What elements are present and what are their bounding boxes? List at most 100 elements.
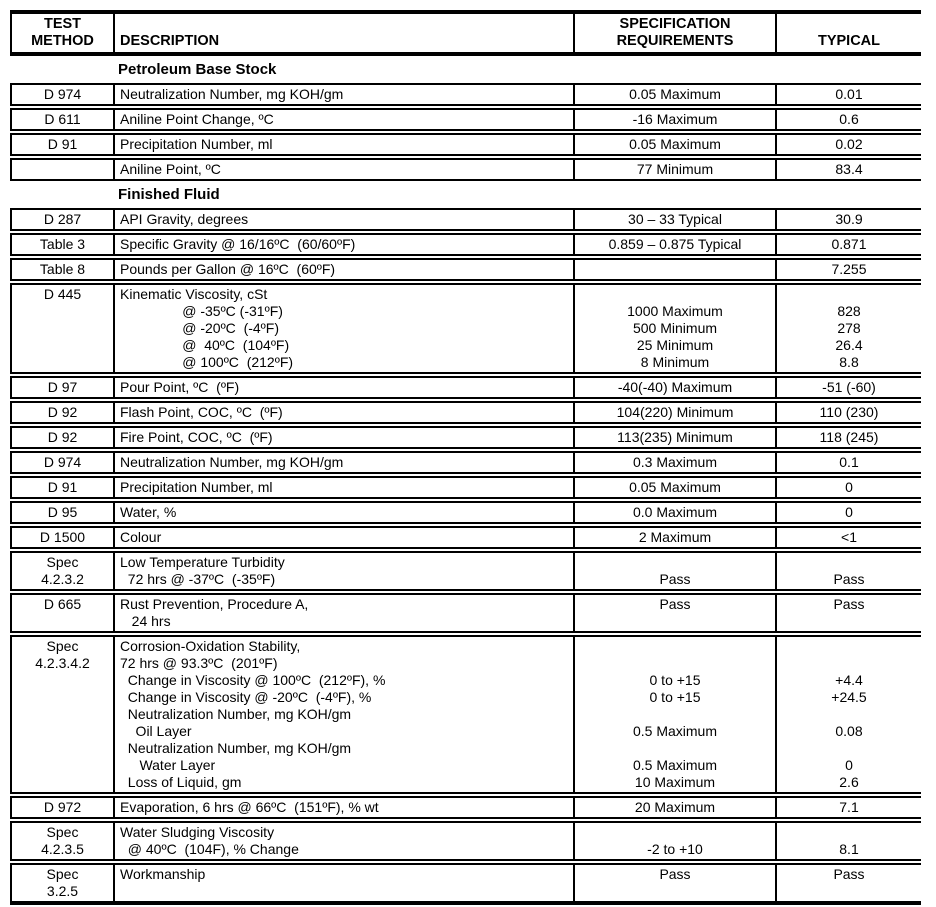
cell-line: 278 [837, 320, 861, 336]
typical-cell: 0 [775, 476, 921, 499]
cell-line: 0 [845, 504, 853, 520]
cell-line [777, 613, 921, 630]
cell-line: -40(-40) Maximum [617, 379, 733, 395]
cell-line: D 95 [47, 504, 78, 520]
cell-line: Pounds per Gallon @ 16ºC (60ºF) [120, 261, 336, 277]
cell-line: Evaporation, 6 hrs @ 66ºC (151ºF), % wt [120, 799, 379, 815]
table-row: D 974 Neutralization Number, mg KOH/gm 0.3… [10, 451, 921, 474]
spec-table: TEST METHOD DESCRIPTION SPECIFICATION RE… [10, 8, 921, 907]
cell-line: D 974 [43, 454, 82, 470]
method-cell: Spec 4.2.3.5 [10, 821, 113, 861]
spec-cell: 77 Minimum [573, 158, 775, 181]
cell-line: Spec [46, 866, 79, 882]
cell-line: 0 to +15 [649, 672, 701, 688]
table-row: Spec 3.2.5 Workmanship Pass Pass [10, 863, 921, 905]
cell-line [777, 638, 921, 655]
desc-cell: Precipitation Number, ml [113, 476, 573, 499]
cell-line: 0.859 – 0.875 Typical [608, 236, 742, 252]
method-cell: Spec 3.2.5 [10, 863, 113, 905]
header-test-line: TEST [43, 16, 82, 32]
cell-line: Loss of Liquid, gm [120, 774, 242, 790]
cell-line: D 92 [47, 429, 78, 445]
cell-line: +24.5 [831, 689, 867, 705]
table-row: Spec 4.2.3.5 Water Sludging Viscosity @ 40… [10, 821, 921, 861]
typical-cell: -51 (-60) [775, 376, 921, 399]
method-cell: D 91 [10, 476, 113, 499]
cell-line: 0.02 [835, 136, 863, 152]
method-cell: D 665 [10, 593, 113, 633]
table-row: Table 8 Pounds per Gallon @ 16ºC (60ºF) 7.… [10, 258, 921, 281]
cell-line: 7.1 [839, 799, 859, 815]
cell-line: 0 [845, 479, 853, 495]
cell-line: Water Sludging Viscosity [120, 824, 275, 840]
cell-line: D 91 [47, 136, 78, 152]
typical-cell: Pass [775, 593, 921, 633]
typical-cell: 8.1 [775, 821, 921, 861]
document-page: { "header": { "test_method_line1": "TEST… [10, 10, 921, 905]
spec-cell [573, 258, 775, 281]
section-row: Finished Fluid [10, 183, 921, 206]
cell-line: Neutralization Number, mg KOH/gm [120, 740, 352, 756]
cell-line: 500 Minimum [632, 320, 718, 336]
typical-cell: 0.6 [775, 108, 921, 131]
cell-line: Low Temperature Turbidity [120, 554, 285, 570]
desc-cell: Rust Prevention, Procedure A, 24 hrs [113, 593, 573, 633]
cell-line: D 287 [43, 211, 82, 227]
table-row: D 445 Kinematic Viscosity, cSt @ -35ºC (-… [10, 283, 921, 374]
desc-cell: Fire Point, COC, ºC (ºF) [113, 426, 573, 449]
cell-line [777, 740, 921, 757]
cell-line: 30 – 33 Typical [628, 211, 722, 227]
section-title: Petroleum Base Stock [118, 61, 277, 78]
table-row: Aniline Point, ºC 77 Minimum 83.4 [10, 158, 921, 181]
typical-cell: 30.9 [775, 208, 921, 231]
cell-line: Corrosion-Oxidation Stability, [120, 638, 301, 654]
typical-cell: 0.871 [775, 233, 921, 256]
cell-line: 828 [837, 303, 861, 319]
method-cell: Spec 4.2.3.2 [10, 551, 113, 591]
desc-cell: Specific Gravity @ 16/16ºC (60/60ºF) [113, 233, 573, 256]
cell-line: Pass [659, 571, 691, 587]
method-cell: D 287 [10, 208, 113, 231]
cell-line: D 91 [47, 479, 78, 495]
cell-line: Pour Point, ºC (ºF) [120, 379, 240, 395]
cell-line [120, 883, 573, 900]
typical-cell: Pass [775, 863, 921, 905]
cell-line: Pass [659, 866, 691, 882]
desc-cell: Pounds per Gallon @ 16ºC (60ºF) [113, 258, 573, 281]
desc-cell: Evaporation, 6 hrs @ 66ºC (151ºF), % wt [113, 796, 573, 819]
spec-cell: 0.05 Maximum [573, 83, 775, 106]
cell-line [777, 824, 921, 841]
cell-line: 77 Minimum [636, 161, 714, 177]
table-row: D 92 Fire Point, COC, ºC (ºF) 113(235) Min… [10, 426, 921, 449]
cell-line: -51 (-60) [822, 379, 876, 395]
typical-cell: 0.1 [775, 451, 921, 474]
cell-line: 0.05 Maximum [629, 86, 721, 102]
spec-table-container: TEST METHOD DESCRIPTION SPECIFICATION RE… [10, 8, 921, 907]
section-row: Petroleum Base Stock [10, 58, 921, 81]
spec-cell: 0.05 Maximum [573, 133, 775, 156]
cell-line [575, 655, 775, 672]
col-header-specification-requirements: SPECIFICATION REQUIREMENTS [573, 10, 775, 56]
table-row: D 91 Precipitation Number, ml 0.05 Maximum… [10, 476, 921, 499]
cell-line: 10 Maximum [634, 774, 716, 790]
cell-line: 118 (245) [819, 429, 879, 445]
table-row: D 91 Precipitation Number, ml 0.05 Maximum… [10, 133, 921, 156]
cell-line [575, 740, 775, 757]
cell-line: 104(220) Minimum [616, 404, 734, 420]
cell-line: Spec [46, 638, 79, 654]
cell-line: Neutralization Number, mg KOH/gm [120, 706, 352, 722]
table-row: D 972 Evaporation, 6 hrs @ 66ºC (151ºF), … [10, 796, 921, 819]
cell-line: Aniline Point, ºC [120, 161, 221, 177]
cell-line: 1000 Maximum [627, 303, 723, 319]
cell-line: 72 hrs @ 93.3ºC (201ºF) [120, 655, 278, 671]
cell-line: Change in Viscosity @ -20ºC (-4ºF), % [120, 689, 372, 705]
table-row: D 611 Aniline Point Change, ºC -16 Maximum… [10, 108, 921, 131]
cell-line: 0 to +15 [649, 689, 701, 705]
table-row: D 287 API Gravity, degrees 30 – 33 Typical… [10, 208, 921, 231]
cell-line [575, 554, 775, 571]
method-cell: D 95 [10, 501, 113, 524]
method-cell: D 1500 [10, 526, 113, 549]
table-body: Petroleum Base Stock D 974 Neutralization … [10, 58, 921, 905]
cell-line: Spec [46, 824, 79, 840]
cell-line: Table 8 [39, 261, 86, 277]
